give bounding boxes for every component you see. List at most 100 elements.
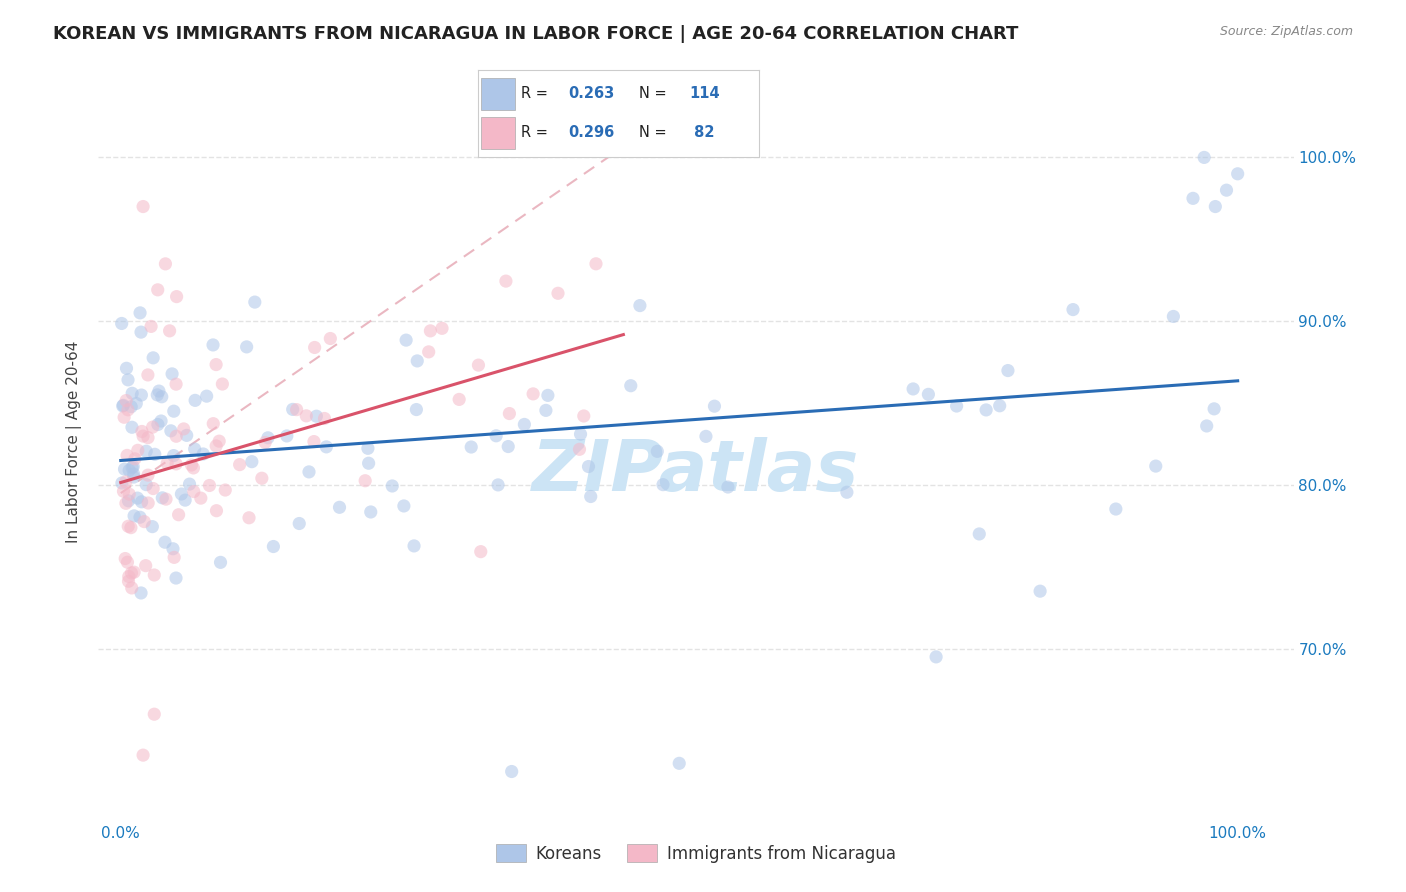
Legend: Koreans, Immigrants from Nicaragua: Koreans, Immigrants from Nicaragua xyxy=(489,838,903,869)
Point xyxy=(835,485,858,500)
Point xyxy=(136,496,159,510)
Point xyxy=(146,388,169,402)
Point xyxy=(115,496,138,510)
Point xyxy=(647,444,669,458)
Point xyxy=(205,504,228,518)
Point xyxy=(405,402,427,417)
Point xyxy=(117,493,139,508)
Point xyxy=(585,257,607,271)
Point xyxy=(211,377,233,392)
Point xyxy=(142,351,165,365)
Point xyxy=(652,477,675,491)
Point xyxy=(243,295,266,310)
Point xyxy=(122,467,145,481)
Point xyxy=(419,324,441,338)
Point xyxy=(183,442,205,456)
Point xyxy=(328,500,350,515)
Point xyxy=(235,340,257,354)
Point xyxy=(395,333,418,347)
Point xyxy=(205,358,228,372)
Point xyxy=(132,429,155,443)
Point xyxy=(162,541,184,556)
Point xyxy=(122,508,145,523)
Point xyxy=(129,325,152,339)
Point xyxy=(357,442,380,456)
Point xyxy=(122,470,145,484)
Point xyxy=(153,535,176,549)
Text: Source: ZipAtlas.com: Source: ZipAtlas.com xyxy=(1219,25,1353,38)
Point xyxy=(314,411,336,425)
Point xyxy=(209,555,232,569)
Point xyxy=(1204,200,1226,214)
Point xyxy=(159,324,181,338)
Point xyxy=(118,463,141,477)
Point xyxy=(198,478,221,492)
Point xyxy=(569,427,592,442)
Point xyxy=(534,403,557,417)
Point xyxy=(495,274,517,288)
Point xyxy=(228,458,250,472)
Point xyxy=(288,516,311,531)
Point xyxy=(148,384,170,398)
Point xyxy=(166,290,188,304)
Point xyxy=(121,566,143,580)
Point xyxy=(183,461,205,475)
Point xyxy=(578,459,600,474)
Point xyxy=(139,319,162,334)
Point xyxy=(173,422,195,436)
Point xyxy=(513,417,536,432)
Point xyxy=(208,434,231,449)
Point xyxy=(122,565,145,579)
Point xyxy=(295,409,318,423)
Point xyxy=(117,402,139,417)
Point xyxy=(127,491,149,505)
Point xyxy=(315,440,337,454)
Point xyxy=(1105,502,1128,516)
Point xyxy=(205,439,228,453)
Point xyxy=(547,286,569,301)
Point xyxy=(305,409,328,424)
Point xyxy=(160,424,183,438)
Point xyxy=(628,299,651,313)
Point xyxy=(184,393,207,408)
Point xyxy=(319,331,342,345)
Point xyxy=(183,484,205,499)
Point xyxy=(202,338,225,352)
Point xyxy=(537,388,560,402)
Point xyxy=(111,475,134,490)
Point xyxy=(122,459,145,474)
Point xyxy=(142,420,165,434)
Point xyxy=(121,420,143,434)
Point xyxy=(1163,310,1185,324)
Point xyxy=(114,462,136,476)
Point xyxy=(496,440,519,454)
Point xyxy=(150,390,173,404)
Point xyxy=(115,449,138,463)
Point xyxy=(120,400,142,414)
Text: ZIPatlas: ZIPatlas xyxy=(533,437,859,507)
Point xyxy=(193,447,215,461)
Point xyxy=(1182,191,1205,205)
Point xyxy=(257,431,280,445)
Point xyxy=(302,434,325,449)
Point xyxy=(460,440,482,454)
Point xyxy=(131,388,153,402)
Point xyxy=(240,455,263,469)
Point xyxy=(470,544,492,558)
Point xyxy=(418,344,440,359)
Point xyxy=(262,540,284,554)
Point xyxy=(281,402,304,417)
Point xyxy=(254,435,277,450)
Point xyxy=(357,456,380,470)
Point xyxy=(174,493,197,508)
Point xyxy=(988,399,1011,413)
Point xyxy=(917,387,939,401)
Point xyxy=(118,487,141,501)
Point xyxy=(717,480,740,494)
Point xyxy=(190,491,212,505)
Point xyxy=(129,586,152,600)
Point xyxy=(238,510,260,524)
Point xyxy=(162,449,184,463)
Point xyxy=(1144,459,1167,474)
Point xyxy=(568,442,591,457)
